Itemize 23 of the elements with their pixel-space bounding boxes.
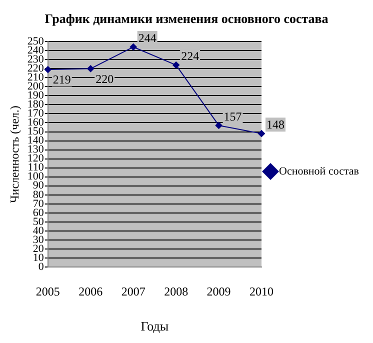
x-tick-label: 2007: [121, 284, 146, 298]
y-axis-title: Численность (чел.): [7, 106, 22, 203]
point: [258, 130, 266, 138]
point: [215, 122, 222, 129]
data-label: 244: [138, 31, 156, 46]
point: [87, 65, 94, 72]
chart-title: График динамики изменения основного состава: [44, 11, 329, 26]
x-tick-label: 2006: [78, 284, 103, 298]
point: [44, 66, 52, 74]
x-tick-label: 2005: [36, 284, 60, 298]
legend-label: Основной состав: [279, 165, 360, 178]
data-label: 224: [181, 49, 200, 64]
x-tick-label: 2010: [250, 284, 274, 298]
x-tick-label: 2008: [164, 284, 188, 298]
x-tick-label: 2009: [206, 284, 231, 298]
data-label: 219: [52, 72, 71, 87]
data-label: 148: [266, 118, 285, 132]
point: [172, 62, 180, 69]
point: [130, 44, 137, 51]
x-axis-title: Годы: [140, 318, 169, 334]
data-label: 157: [224, 110, 242, 124]
y-tick-label: 250: [27, 35, 44, 48]
data-label: 220: [96, 72, 114, 86]
